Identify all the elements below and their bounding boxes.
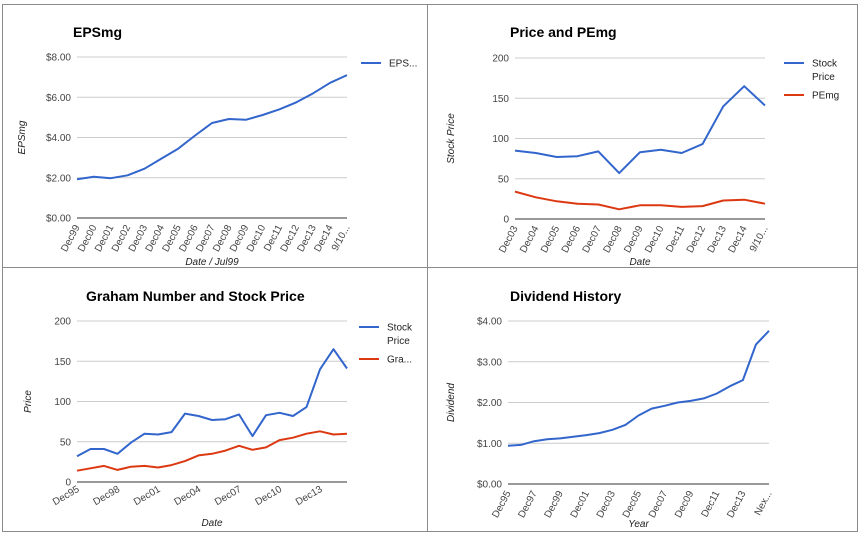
eps-chart-panel: EPSmg $0.00 $2.00 $4.00 $6.00 $8.00 Dec99 Dec00… [2, 4, 428, 268]
x-tick-label: Dec13 [725, 489, 748, 520]
y-axis-title: Dividend [446, 383, 457, 422]
y-tick-label: 200 [492, 54, 509, 65]
x-tick-label: Dec01 [132, 484, 163, 508]
graham-chart: Graham Number and Stock Price 0 50 100 150 20… [23, 288, 413, 529]
legend-label: Stock [387, 323, 413, 334]
price-pe-chart: Price and PEmg050100150200Dec03Dec04Dec0… [446, 24, 839, 268]
graham-chart-panel: Graham Number and Stock Price 0 50 100 150 20… [2, 267, 428, 532]
y-tick-label: 150 [492, 94, 509, 105]
x-tick-label: Dec95 [490, 489, 513, 520]
chart-title: EPSmg [73, 24, 122, 40]
y-tick-label: 150 [54, 357, 71, 368]
y-tick-label: 50 [498, 174, 510, 185]
y-tick-label: $2.00 [477, 398, 502, 409]
series-line-0 [76, 74, 348, 181]
legend-label-cont: Price [387, 336, 410, 347]
x-tick-label: Dec97 [516, 489, 539, 520]
x-tick-label: 9/10... [748, 224, 771, 254]
legend-label: Stock [812, 59, 838, 70]
x-tick-label: Dec07 [213, 484, 244, 508]
x-tick-label: Dec99 [543, 489, 566, 520]
chart-title: Dividend History [510, 288, 621, 304]
y-tick-label: 200 [54, 317, 71, 328]
y-axis-title: Price [23, 390, 34, 413]
x-tick-label: Dec14 [727, 224, 750, 255]
y-tick-label: $8.00 [46, 53, 71, 64]
series-line-1 [514, 190, 766, 211]
x-axis-title: Date [629, 257, 651, 268]
x-axis-title: Year [628, 519, 649, 530]
x-axis-title: Date [201, 518, 223, 529]
x-tick-label: Dec04 [172, 484, 203, 508]
x-axis-title: Date / Jul99 [185, 257, 239, 268]
y-tick-label: 0 [503, 215, 509, 226]
y-tick-label: 0 [65, 478, 71, 489]
y-tick-label: $4.00 [477, 317, 502, 328]
y-axis-title: Stock Price [446, 113, 457, 164]
x-tick-label: Dec11 [700, 489, 723, 519]
price-pe-chart-panel: Price and PEmg 0 50 100 150 200 Dec03 Dec04 Dec0… [427, 4, 858, 268]
legend-label: Gra... [387, 355, 412, 366]
legend-label: PEmg [812, 91, 839, 102]
y-axis-title: EPSmg [17, 120, 28, 154]
y-tick-label: 100 [54, 397, 71, 408]
legend-label: EPS... [389, 59, 417, 70]
x-tick-label: Dec07 [647, 489, 670, 520]
x-tick-label: Dec98 [91, 484, 122, 508]
x-tick-label: Dec10 [253, 484, 284, 508]
eps-chart: EPSmg$0.00$2.00$4.00$6.00$8.00Dec99Dec00… [17, 24, 417, 268]
x-tick-label: Dec05 [621, 489, 644, 520]
series-line-0 [507, 330, 770, 447]
dividend-chart-panel: Dividend History $0.00 $1.00 $2.00 $3.00 $4.0… [427, 267, 858, 532]
series-line-0 [514, 85, 766, 175]
x-tick-label: Dec09 [673, 489, 696, 520]
y-tick-label: 100 [492, 134, 509, 145]
y-tick-label: $3.00 [477, 357, 502, 368]
x-tick-label: Dec13 [294, 484, 325, 508]
x-tick-label: Dec10 [643, 224, 666, 255]
y-tick-label: $6.00 [46, 93, 71, 104]
series-line-0 [76, 348, 348, 458]
y-tick-label: $4.00 [46, 133, 71, 144]
y-tick-label: 50 [60, 437, 72, 448]
x-tick-label: Nex... [753, 489, 775, 517]
y-tick-label: $1.00 [477, 439, 502, 450]
chart-title: Price and PEmg [510, 24, 617, 40]
legend-label-cont: Price [812, 72, 835, 83]
x-tick-label: Dec03 [595, 489, 618, 520]
y-tick-label: $2.00 [46, 173, 71, 184]
x-tick-label: Dec01 [569, 489, 592, 520]
chart-title: Graham Number and Stock Price [86, 288, 305, 304]
y-tick-label: $0.00 [477, 480, 502, 491]
dividend-chart: Dividend History $0.00 $1.00 $2.00 $3.00 $4.0… [446, 288, 775, 530]
y-tick-label: $0.00 [46, 214, 71, 225]
series-line-1 [76, 430, 348, 472]
